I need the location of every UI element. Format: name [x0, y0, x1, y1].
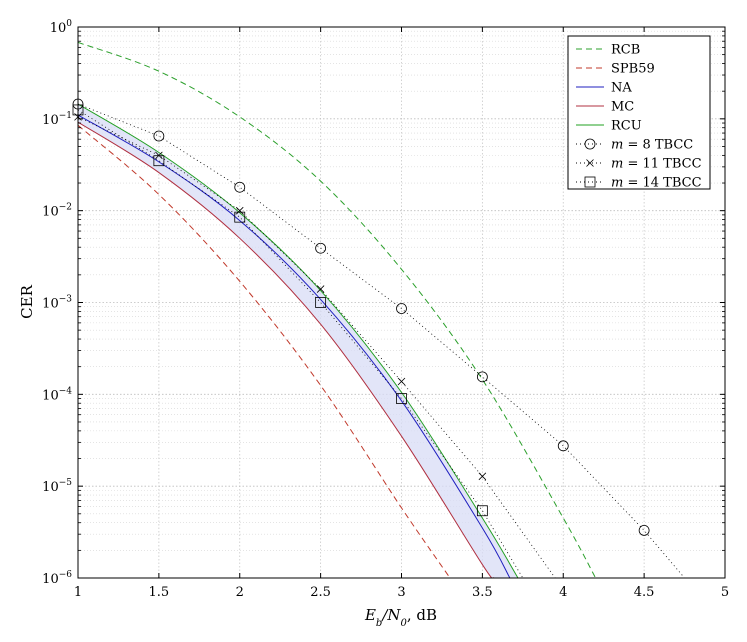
legend-marker-m-14-tbcc	[584, 176, 596, 188]
legend-label-rcb: RCB	[611, 43, 640, 58]
band-rcu-mc	[78, 104, 518, 578]
x-tick-label: 5	[721, 585, 729, 600]
y-tick-label: 10−2	[42, 203, 72, 220]
legend-label-mc: MC	[611, 100, 634, 115]
series-spb59-line	[78, 124, 451, 578]
y-tick-label: 10−5	[42, 478, 72, 495]
axis-ticks	[77, 26, 726, 579]
legend-marker-m-11-tbcc	[586, 159, 594, 167]
series-m-14-tbcc-point	[234, 211, 246, 223]
x-tick-label: 2.5	[310, 585, 331, 600]
y-tick-labels: 100 10−1 10−2 10−3 10−4 10−5 10−6	[42, 19, 72, 587]
x-tick-label: 4	[559, 585, 567, 600]
series-m-11-tbcc-point	[316, 285, 325, 293]
series-na-line	[78, 114, 511, 578]
legend-label-rcu: RCU	[611, 119, 642, 134]
series-m-8-tbcc-point	[153, 130, 165, 142]
y-tick-label: 100	[50, 19, 73, 36]
x-tick-label: 4.5	[634, 585, 655, 600]
series-m-14-tbcc-point	[153, 155, 165, 167]
series-m-8-tbcc-point	[234, 181, 246, 193]
legend-label-spb59: SPB59	[611, 62, 655, 77]
y-tick-label: 10−6	[42, 570, 72, 587]
series-m-11-tbcc-point	[397, 377, 406, 386]
series-m-14-tbcc-point	[396, 393, 407, 404]
series-m-11-tbcc-point	[478, 472, 487, 481]
y-axis-title: CER	[18, 284, 36, 318]
series-m-8-tbcc-line	[78, 103, 685, 578]
shaded-band	[78, 104, 518, 578]
series-m-11-tbcc-point	[235, 206, 244, 215]
legend-label-m-14-tbcc: m = 14 TBCC	[611, 176, 702, 191]
series-mc-line	[78, 121, 495, 578]
series-m-8-tbcc-point	[557, 440, 569, 452]
series-m-8-tbcc-point	[638, 524, 650, 536]
x-tick-label: 3	[397, 585, 405, 600]
y-tick-label: 10−3	[42, 295, 72, 312]
x-tick-labels: 1 1.5 2 2.5 3 3.5 4 4.5 5	[74, 585, 729, 600]
series-m-8-tbcc-point	[396, 303, 407, 314]
legend-label-na: NA	[611, 81, 632, 96]
legend-marker-m-8-tbcc	[584, 138, 596, 150]
legend: RCB SPB59 NA MC RCU m = 8 TBCC m = 11 TBCC m = …	[567, 35, 711, 191]
series-m-8-tbcc-point	[315, 242, 327, 254]
series-m-14-tbcc-point	[476, 505, 488, 517]
y-tick-label: 10−1	[42, 111, 72, 128]
legend-label-m-11-tbcc: m = 11 TBCC	[611, 157, 702, 172]
series-rcb-line	[78, 41, 597, 578]
legend-box	[567, 35, 711, 190]
legend-label-m-8-tbcc: m = 8 TBCC	[611, 138, 693, 153]
y-tick-label: 10−4	[42, 386, 72, 403]
x-tick-label: 3.5	[472, 585, 493, 600]
x-axis-title: Eb/N0, dB	[364, 606, 437, 629]
x-tick-label: 1.5	[149, 585, 170, 600]
series-m-8-tbcc-point	[476, 371, 488, 383]
series-m-14-tbcc-point	[315, 297, 327, 308]
x-tick-label: 1	[74, 585, 82, 600]
x-tick-label: 2	[236, 585, 244, 600]
